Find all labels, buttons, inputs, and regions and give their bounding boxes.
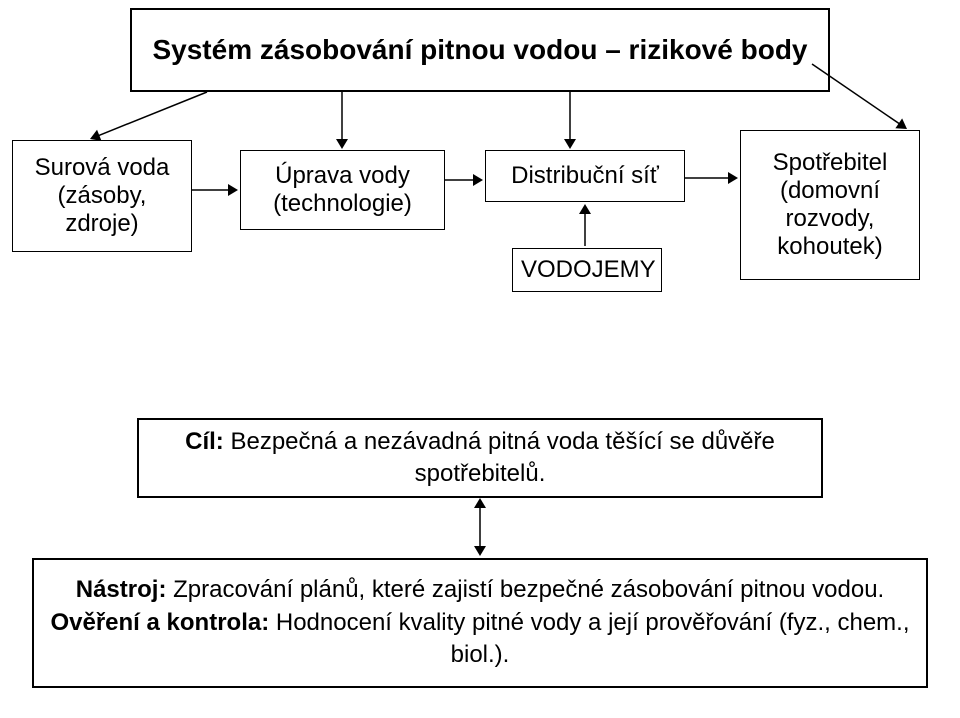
nastroj-row: Nástroj: Zpracování plánů, které zajistí… [42,574,918,606]
nastroj-prefix: Nástroj: [76,576,167,603]
surova-line-3: zdroje) [21,210,183,238]
vodojemy-line-1: VODOJEMY [521,256,653,284]
overeni-row: Ověření a kontrola: Hodnocení kvality pi… [42,607,918,672]
title-text: Systém zásobování pitnou vodou – rizikov… [140,34,820,66]
node-cil: Cíl: Bezpečná a nezávadná pitná voda těš… [137,418,823,498]
spotrebitel-line-1: Spotřebitel [749,149,911,177]
node-distribucni-sit: Distribuční síť [485,150,685,202]
distrib-line-1: Distribuční síť [494,162,676,190]
title-box: Systém zásobování pitnou vodou – rizikov… [130,8,830,92]
uprava-line-1: Úprava vody [249,162,436,190]
spotrebitel-line-4: kohoutek) [749,233,911,261]
spotrebitel-line-2: (domovní [749,177,911,205]
overeni-prefix: Ověření a kontrola: [50,609,269,636]
node-vodojemy: VODOJEMY [512,248,662,292]
uprava-line-2: (technologie) [249,190,436,218]
node-nastroj-overeni: Nástroj: Zpracování plánů, které zajistí… [32,558,928,688]
cil-text: Bezpečná a nezávadná pitná voda těšící s… [224,428,775,487]
node-uprava-vody: Úprava vody (technologie) [240,150,445,230]
node-spotrebitel: Spotřebitel (domovní rozvody, kohoutek) [740,130,920,280]
surova-line-2: (zásoby, [21,182,183,210]
cil-prefix: Cíl: [185,428,224,455]
spotrebitel-line-3: rozvody, [749,205,911,233]
node-surova-voda: Surová voda (zásoby, zdroje) [12,140,192,252]
nastroj-text: Zpracování plánů, které zajistí bezpečné… [166,576,884,603]
surova-line-1: Surová voda [21,154,183,182]
overeni-text: Hodnocení kvality pitné vody a její prov… [269,609,909,668]
